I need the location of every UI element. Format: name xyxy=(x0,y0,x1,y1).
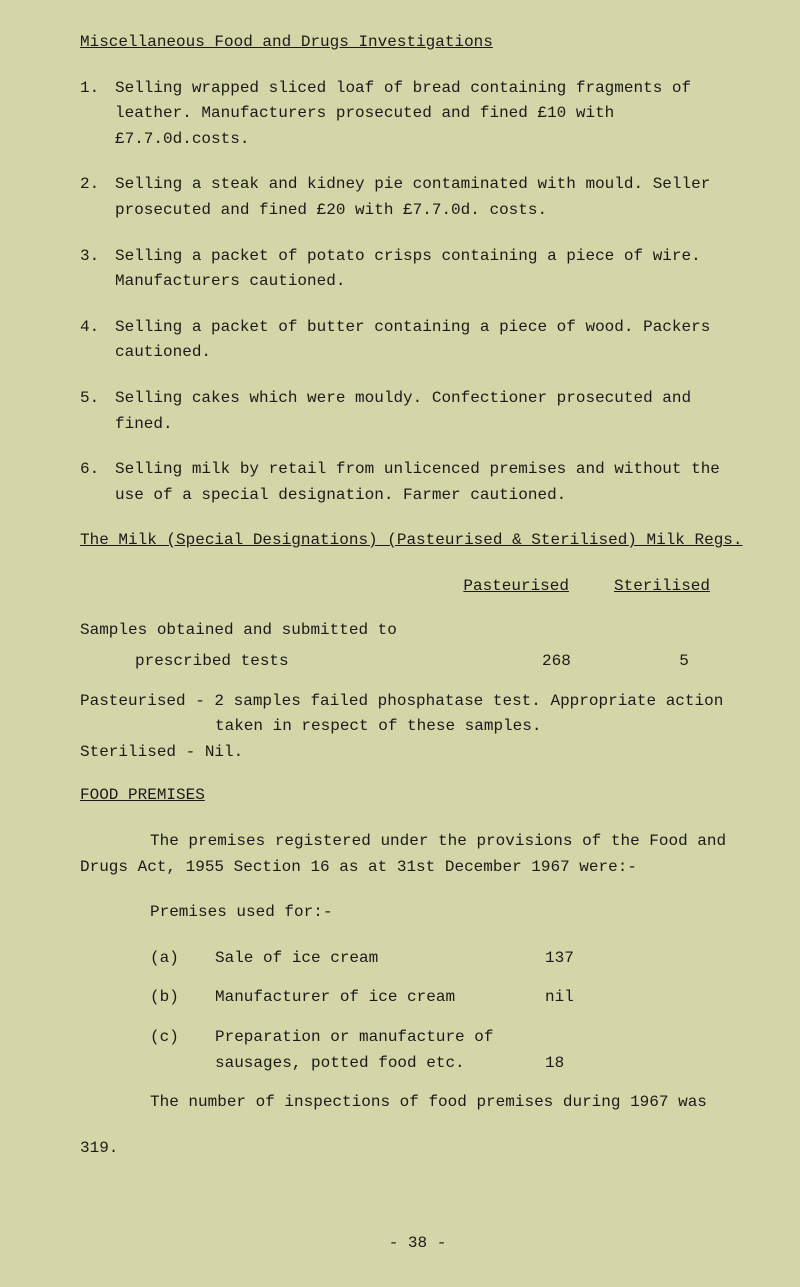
item-text: Selling milk by retail from unlicenced p… xyxy=(115,457,755,508)
item-text: Selling wrapped sliced loaf of bread con… xyxy=(115,76,755,153)
samples-sterilised: 5 xyxy=(679,649,755,675)
premises-paragraph: The premises registered under the provis… xyxy=(80,829,755,880)
list-item: 2. Selling a steak and kidney pie contam… xyxy=(80,172,755,223)
premises-text: Manufacturer of ice cream xyxy=(215,985,545,1011)
item-number: 1. xyxy=(80,76,115,153)
premises-item: (b) Manufacturer of ice cream nil xyxy=(150,985,755,1011)
col-pasteurised: Pasteurised xyxy=(463,574,569,600)
item-number: 6. xyxy=(80,457,115,508)
premises-value: 18 xyxy=(545,1051,605,1077)
col-sterilised: Sterilised xyxy=(614,574,710,600)
item-number: 2. xyxy=(80,172,115,223)
item-number: 5. xyxy=(80,386,115,437)
premises-value: nil xyxy=(545,985,605,1011)
item-text: Selling a steak and kidney pie contamina… xyxy=(115,172,755,223)
item-text: Selling a packet of butter containing a … xyxy=(115,315,755,366)
food-premises-heading: FOOD PREMISES xyxy=(80,783,755,809)
premises-value: 137 xyxy=(545,946,605,972)
spacer xyxy=(80,574,463,600)
list-item: 5. Selling cakes which were mouldy. Conf… xyxy=(80,386,755,437)
premises-letter: (a) xyxy=(150,946,215,972)
item-number: 3. xyxy=(80,244,115,295)
premises-letter: (b) xyxy=(150,985,215,1011)
premises-item: (a) Sale of ice cream 137 xyxy=(150,946,755,972)
premises-used-label: Premises used for:- xyxy=(80,900,755,926)
item-text: Selling cakes which were mouldy. Confect… xyxy=(115,386,755,437)
premises-letter: (c) xyxy=(150,1025,215,1051)
list-item: 4. Selling a packet of butter containing… xyxy=(80,315,755,366)
samples-row: Samples obtained and submitted to prescr… xyxy=(80,618,755,675)
premises-list: (a) Sale of ice cream 137 (b) Manufactur… xyxy=(80,946,755,1076)
samples-label-1: Samples obtained and submitted to xyxy=(80,618,510,644)
page-title: Miscellaneous Food and Drugs Investigati… xyxy=(80,30,755,56)
item-number: 4. xyxy=(80,315,115,366)
document-page: Miscellaneous Food and Drugs Investigati… xyxy=(0,0,800,1287)
spacer xyxy=(150,1051,215,1077)
item-text: Selling a packet of potato crisps contai… xyxy=(115,244,755,295)
milk-regs-heading: The Milk (Special Designations) (Pasteur… xyxy=(80,528,755,554)
premises-item: (c) Preparation or manufacture of xyxy=(150,1025,755,1051)
list-item: 6. Selling milk by retail from unlicence… xyxy=(80,457,755,508)
pasteurised-note-2: taken in respect of these samples. xyxy=(80,714,755,740)
premises-text: Sale of ice cream xyxy=(215,946,545,972)
inspections-number: 319. xyxy=(80,1136,755,1162)
list-item: 3. Selling a packet of potato crisps con… xyxy=(80,244,755,295)
samples-pasteurised: 268 xyxy=(542,649,679,675)
column-headers: Pasteurised Sterilised xyxy=(80,574,755,600)
investigations-list: 1. Selling wrapped sliced loaf of bread … xyxy=(80,76,755,509)
pasteurised-note: Pasteurised - 2 samples failed phosphata… xyxy=(80,689,755,715)
inspections-text: The number of inspections of food premis… xyxy=(80,1090,755,1116)
premises-text-2: sausages, potted food etc. xyxy=(215,1051,545,1077)
sterilised-note: Sterilised - Nil. xyxy=(80,740,755,766)
list-item: 1. Selling wrapped sliced loaf of bread … xyxy=(80,76,755,153)
samples-label-2: prescribed tests xyxy=(80,649,542,675)
page-number: - 38 - xyxy=(80,1231,755,1257)
premises-item-cont: sausages, potted food etc. 18 xyxy=(150,1051,755,1077)
premises-text: Preparation or manufacture of xyxy=(215,1025,545,1051)
